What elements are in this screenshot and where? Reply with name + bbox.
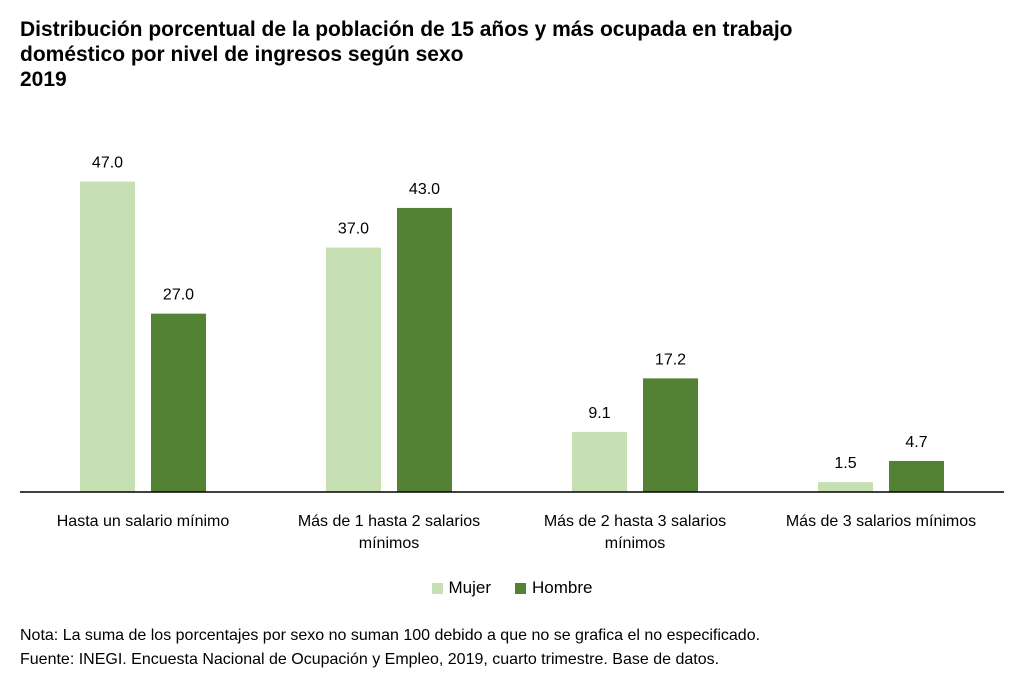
data-label-mujer-1: 47.0: [92, 155, 123, 172]
legend: Mujer Hombre: [0, 578, 1024, 598]
category-label-3-line-2: mínimos: [605, 535, 665, 552]
bar-mujer-4: [818, 482, 873, 492]
legend-item-mujer: Mujer: [431, 578, 492, 598]
bar-chart: 47.0 27.0 Hasta un salario mínimo 37.0 43.0 M…: [20, 155, 1004, 552]
title-year: 2019: [20, 68, 67, 91]
legend-label-mujer: Mujer: [448, 578, 492, 597]
bar-hombre-4: [889, 460, 944, 492]
legend-swatch-hombre: [515, 582, 527, 594]
source-text: Fuente: INEGI. Encuesta Nacional de Ocup…: [20, 651, 720, 668]
data-label-mujer-3: 9.1: [588, 405, 610, 422]
legend-item-hombre: Hombre: [515, 578, 592, 598]
chart-title: Distribución porcentual de la población …: [20, 17, 793, 92]
footnotes: Nota: La suma de los porcentajes por sex…: [20, 624, 760, 672]
title-line-1: Distribución porcentual de la población …: [20, 18, 793, 41]
category-label-2-line-1: Más de 1 hasta 2 salarios: [298, 513, 480, 530]
bar-hombre-3: [643, 378, 698, 492]
bar-mujer-1: [80, 181, 135, 492]
data-label-hombre-4: 4.7: [905, 434, 927, 451]
data-label-hombre-3: 17.2: [655, 351, 686, 368]
bar-mujer-3: [572, 431, 627, 492]
category-label-2-line-2: mínimos: [359, 535, 419, 552]
category-label-3-line-1: Más de 2 hasta 3 salarios: [544, 513, 726, 530]
data-label-mujer-2: 37.0: [338, 221, 369, 238]
data-label-mujer-4: 1.5: [834, 455, 856, 472]
bar-hombre-1: [151, 313, 206, 492]
data-label-hombre-2: 43.0: [409, 181, 440, 198]
note-text: Nota: La suma de los porcentajes por sex…: [20, 627, 761, 644]
data-label-hombre-1: 27.0: [163, 287, 194, 304]
category-label-1-line-1: Hasta un salario mínimo: [57, 513, 230, 530]
category-label-4-line-1: Más de 3 salarios mínimos: [786, 513, 976, 530]
bar-mujer-2: [326, 247, 381, 492]
bar-hombre-2: [397, 207, 452, 492]
title-line-2: doméstico por nivel de ingresos según se…: [20, 43, 464, 66]
legend-label-hombre: Hombre: [532, 578, 593, 597]
legend-swatch-mujer: [431, 582, 443, 594]
